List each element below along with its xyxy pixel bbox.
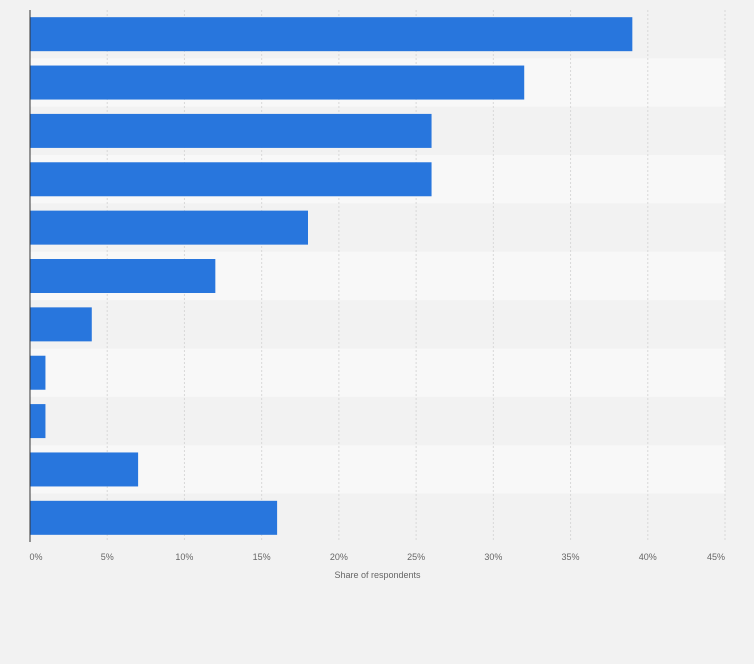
bars: [30, 17, 633, 535]
x-tick-label: 0%: [29, 552, 42, 562]
row-band: [30, 396, 725, 446]
row-band: [30, 300, 725, 349]
row-band: [30, 348, 725, 397]
bar[interactable]: [30, 452, 139, 487]
x-tick-label: 10%: [175, 552, 193, 562]
bar[interactable]: [30, 500, 278, 535]
x-tick-label: 25%: [407, 552, 425, 562]
x-tick-label: 5%: [101, 552, 114, 562]
row-band: [30, 445, 725, 494]
bar[interactable]: [30, 162, 432, 197]
x-tick-label: 15%: [253, 552, 271, 562]
bar[interactable]: [30, 259, 216, 293]
x-tick-label: 40%: [639, 552, 657, 562]
x-tick-label: 45%: [707, 552, 725, 562]
x-axis-title: Share of respondents: [334, 570, 421, 580]
x-tick-labels: 0% 5% 10% 15% 20% 25% 30% 35% 40% 45%: [29, 552, 725, 562]
x-tick-label: 35%: [562, 552, 580, 562]
x-tick-label: 30%: [484, 552, 502, 562]
x-tick-label: 20%: [330, 552, 348, 562]
bar[interactable]: [30, 113, 432, 148]
bar[interactable]: [30, 65, 525, 100]
bar[interactable]: [30, 210, 308, 245]
bar[interactable]: [30, 307, 92, 342]
bar[interactable]: [30, 404, 46, 439]
bar[interactable]: [30, 17, 633, 52]
bar[interactable]: [30, 355, 46, 390]
